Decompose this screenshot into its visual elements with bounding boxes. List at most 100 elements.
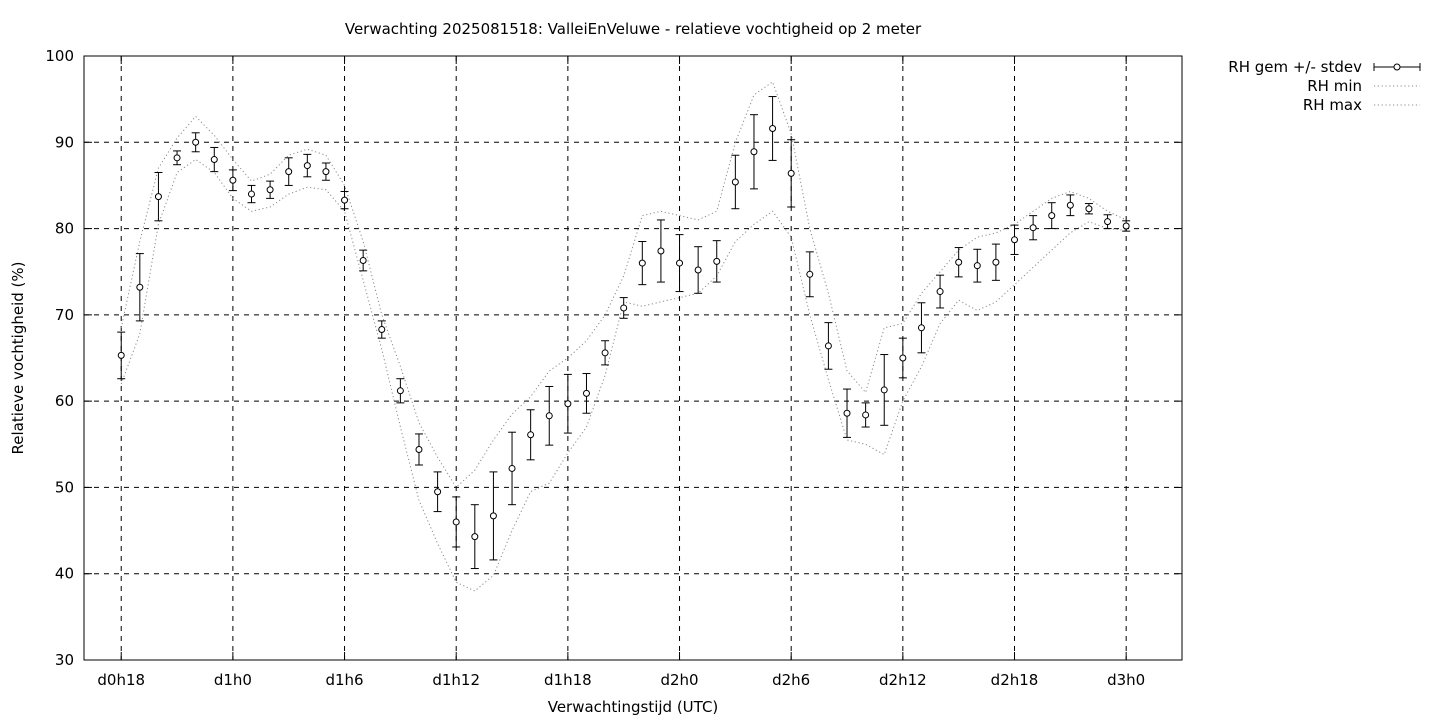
errorbar-point [1103, 214, 1112, 230]
errorbar-point [898, 337, 907, 379]
errorbar-point [731, 154, 740, 210]
data-point [229, 176, 237, 184]
errorbar-point [135, 253, 144, 322]
errorbar-point [582, 373, 591, 414]
data-point [564, 400, 572, 408]
y-tick-label: 30 [55, 651, 74, 669]
errorbar-point [452, 496, 461, 548]
errorbar-point [1047, 202, 1056, 230]
data-point [471, 533, 479, 541]
x-tick-label: d2h0 [660, 671, 698, 689]
data-point [769, 124, 777, 132]
errorbar-point [284, 157, 293, 186]
x-tick-label: d2h12 [879, 671, 927, 689]
errorbar-point [414, 433, 423, 466]
errorbar-point [1010, 224, 1019, 255]
data-point [601, 349, 609, 357]
legend-label: RH gem +/- stdev [1228, 58, 1362, 76]
x-tick-label: d2h6 [772, 671, 810, 689]
y-tick-label: 80 [55, 220, 74, 238]
errorbar-point [228, 169, 237, 192]
x-tick-label: d2h18 [991, 671, 1039, 689]
errorbar-point [824, 322, 833, 370]
errorbar-point [917, 302, 926, 354]
errorbar-point [210, 146, 219, 173]
data-point [415, 445, 423, 453]
x-tick-label: d0h18 [97, 671, 145, 689]
data-point [285, 168, 293, 176]
data-point [638, 259, 646, 267]
data-point [527, 431, 535, 439]
data-point [843, 409, 851, 417]
errorbar-point [545, 385, 554, 446]
data-point [713, 257, 721, 265]
errorbar-point [191, 132, 200, 153]
errorbar-point [768, 96, 777, 161]
data-point [1048, 212, 1056, 220]
errorbar-point [749, 114, 758, 190]
errorbar-point [470, 504, 479, 570]
errorbar-point [712, 240, 721, 283]
y-tick-label: 50 [55, 478, 74, 496]
data-point [731, 178, 739, 186]
data-point [266, 186, 274, 194]
errorbar-point [843, 388, 852, 438]
legend-key-marker [1393, 63, 1401, 71]
data-point [1085, 205, 1093, 213]
data-point [787, 169, 795, 177]
data-point [173, 154, 181, 162]
data-point [117, 351, 125, 359]
errorbar-point [377, 320, 386, 339]
data-point [694, 266, 702, 274]
data-point [378, 326, 386, 334]
y-tick-label: 70 [55, 306, 74, 324]
errorbar-point [359, 249, 368, 272]
errorbar-point [973, 248, 982, 283]
series-layer [117, 81, 1131, 592]
errorbar-point [694, 246, 703, 294]
errorbar-point [117, 331, 126, 380]
errorbar-point [508, 431, 517, 506]
errorbar-point [1029, 215, 1038, 241]
data-point [917, 324, 925, 332]
errorbar-point [954, 247, 963, 278]
errorbar-point [936, 274, 945, 309]
errorbar-point [340, 190, 349, 210]
errorbar-point [601, 340, 610, 366]
data-point [247, 190, 255, 198]
errorbar-point [880, 354, 889, 426]
data-point [359, 256, 367, 264]
data-point [396, 387, 404, 395]
x-tick-label: d1h6 [325, 671, 363, 689]
data-point [341, 196, 349, 204]
errorbar-point [861, 402, 870, 428]
data-point [1029, 224, 1037, 232]
errorbar-point [433, 471, 442, 513]
errorbar-point [321, 162, 330, 181]
legend-label: RH max [1303, 96, 1362, 114]
data-point [955, 258, 963, 266]
errorbar-point [563, 373, 572, 434]
data-point [1104, 218, 1112, 226]
data-point [806, 270, 814, 278]
errorbar-point [154, 171, 163, 222]
data-point [582, 389, 590, 397]
errorbar-point [787, 139, 796, 208]
data-point [452, 518, 460, 526]
data-point [880, 386, 888, 394]
y-tick-label: 100 [45, 47, 74, 65]
x-tick-label: d1h0 [214, 671, 252, 689]
errorbar-point [991, 243, 1000, 281]
data-point [303, 162, 311, 170]
data-point [1066, 201, 1074, 209]
data-point [210, 156, 218, 164]
chart-title: Verwachting 2025081518: ValleiEnVeluwe -… [345, 20, 922, 38]
plot-frame [83, 55, 1183, 661]
errorbar-point [619, 297, 628, 319]
data-point [1122, 222, 1130, 230]
errorbar-point [396, 378, 405, 404]
errorbar-point [638, 241, 647, 286]
data-point [862, 411, 870, 419]
errorbar-point [489, 471, 498, 561]
grid [84, 56, 1182, 660]
